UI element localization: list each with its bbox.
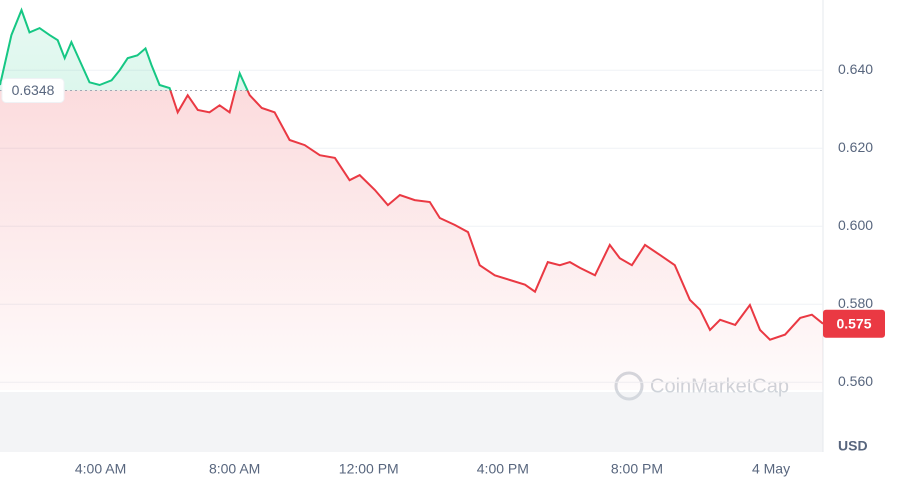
volume-area xyxy=(0,392,823,452)
price-line-up xyxy=(0,7,249,91)
price-line-down xyxy=(169,90,823,341)
currency-label: USD xyxy=(838,438,868,454)
area-up xyxy=(0,10,823,91)
baseline-badge xyxy=(1,77,65,103)
area-down xyxy=(0,90,823,390)
y-tick-label: 0.600 xyxy=(838,217,873,233)
x-tick-label: 4:00 PM xyxy=(477,461,529,477)
current-badge xyxy=(823,309,885,338)
y-tick-label: 0.620 xyxy=(838,139,873,155)
y-tick-label: 0.580 xyxy=(838,295,873,311)
x-tick-label: 4 May xyxy=(752,461,790,477)
current-label: 0.575 xyxy=(836,315,871,331)
baseline-label: 0.6348 xyxy=(12,82,55,98)
x-tick-label: 8:00 AM xyxy=(209,461,260,477)
x-tick-label: 8:00 PM xyxy=(611,461,663,477)
x-tick-label: 4:00 AM xyxy=(75,461,126,477)
x-tick-label: 12:00 PM xyxy=(339,461,399,477)
y-tick-label: 0.560 xyxy=(838,373,873,389)
y-tick-label: 0.640 xyxy=(838,61,873,77)
